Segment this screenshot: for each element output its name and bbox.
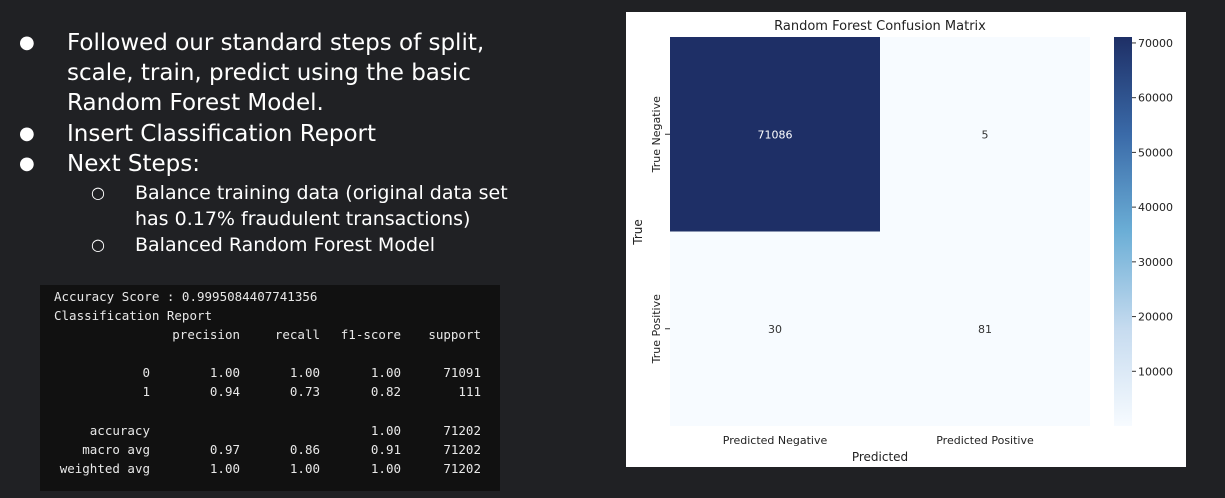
y-axis-label: True bbox=[631, 219, 645, 246]
row-label: macro avg bbox=[82, 442, 150, 457]
bullet-text: Insert Classification Report bbox=[67, 121, 377, 147]
chart-title: Random Forest Confusion Matrix bbox=[774, 19, 986, 34]
sub-bullet-item: ○ Balance training data (original data s… bbox=[91, 180, 535, 232]
x-axis-label: Predicted bbox=[852, 450, 908, 464]
heatmap-cell bbox=[880, 231, 1090, 426]
row-label: 0 bbox=[142, 365, 150, 380]
colorbar-tick-label: 60000 bbox=[1138, 92, 1173, 105]
cell-f1: 0.91 bbox=[370, 442, 401, 457]
cell-support: 71202 bbox=[443, 423, 481, 438]
cell-recall: 0.73 bbox=[289, 384, 320, 399]
cell-value-label: 30 bbox=[768, 323, 782, 336]
bullet-item: ● Insert Classification Report bbox=[19, 119, 547, 149]
cell-support: 71091 bbox=[443, 365, 481, 380]
cell-support: 71202 bbox=[443, 461, 481, 476]
cell-precision: 1.00 bbox=[209, 461, 240, 476]
report-title: Classification Report bbox=[54, 308, 213, 323]
row-label: 1 bbox=[142, 384, 150, 399]
bullet-dot-icon: ● bbox=[19, 32, 35, 53]
bullet-dot-icon: ● bbox=[19, 153, 35, 174]
bullet-ring-icon: ○ bbox=[91, 235, 105, 254]
heatmap-cell bbox=[670, 231, 880, 426]
row-label: weighted avg bbox=[59, 461, 150, 476]
colorbar-tick-label: 20000 bbox=[1138, 311, 1173, 324]
cell-value-label: 5 bbox=[982, 128, 989, 141]
cell-f1: 1.00 bbox=[370, 365, 401, 380]
bullet-dot-icon: ● bbox=[19, 123, 35, 144]
y-tick-label: True Negative bbox=[650, 96, 663, 173]
cell-recall: 1.00 bbox=[289, 461, 320, 476]
cell-recall: 1.00 bbox=[289, 365, 320, 380]
cell-f1: 1.00 bbox=[370, 423, 401, 438]
sub-bullet-text: Balanced Random Forest Model bbox=[135, 234, 435, 256]
bullet-ring-icon: ○ bbox=[91, 183, 105, 202]
classification-report-console: Accuracy Score : 0.9995084407741356 Clas… bbox=[40, 285, 500, 491]
cell-precision: 1.00 bbox=[209, 365, 240, 380]
cell-value-label: 81 bbox=[978, 323, 992, 336]
header-support: support bbox=[428, 327, 481, 342]
x-tick-label: Predicted Positive bbox=[936, 434, 1034, 447]
cell-recall: 0.86 bbox=[289, 442, 320, 457]
cell-f1: 1.00 bbox=[370, 461, 401, 476]
cell-value-label: 71086 bbox=[758, 128, 793, 141]
colorbar bbox=[1114, 37, 1132, 426]
cell-precision: 0.94 bbox=[209, 384, 240, 399]
cell-f1: 0.82 bbox=[370, 384, 401, 399]
row-label: accuracy bbox=[89, 423, 150, 438]
sub-bullet-item: ○ Balanced Random Forest Model bbox=[91, 232, 535, 258]
confusion-matrix-chart: Random Forest Confusion Matrix Predicted… bbox=[626, 12, 1186, 467]
heatmap-cell bbox=[670, 37, 880, 232]
bullet-item: ● Next Steps: bbox=[19, 149, 547, 179]
heatmap-cell bbox=[880, 37, 1090, 232]
header-precision: precision bbox=[172, 327, 240, 342]
colorbar-tick-label: 40000 bbox=[1138, 201, 1173, 214]
colorbar-tick-label: 10000 bbox=[1138, 365, 1173, 378]
cell-support: 71202 bbox=[443, 442, 481, 457]
confusion-matrix-svg: Random Forest Confusion Matrix Predicted… bbox=[631, 19, 1173, 464]
header-recall: recall bbox=[274, 327, 320, 342]
cell-support: 111 bbox=[458, 384, 481, 399]
colorbar-tick-label: 70000 bbox=[1138, 37, 1173, 50]
accuracy-score-line: Accuracy Score : 0.9995084407741356 bbox=[54, 289, 318, 304]
colorbar-tick-label: 30000 bbox=[1138, 256, 1173, 269]
y-tick-label: True Positive bbox=[650, 294, 663, 364]
bullet-text: Followed our standard steps of split, sc… bbox=[67, 30, 485, 116]
bullet-text: Next Steps: bbox=[67, 151, 200, 177]
sub-bullet-text: Balance training data (original data set… bbox=[135, 182, 508, 230]
header-f1-score: f1-score bbox=[340, 327, 401, 342]
bullet-item: ● Followed our standard steps of split, … bbox=[19, 28, 547, 118]
x-tick-label: Predicted Negative bbox=[723, 434, 828, 447]
cell-precision: 0.97 bbox=[209, 442, 240, 457]
colorbar-tick-label: 50000 bbox=[1138, 146, 1173, 159]
